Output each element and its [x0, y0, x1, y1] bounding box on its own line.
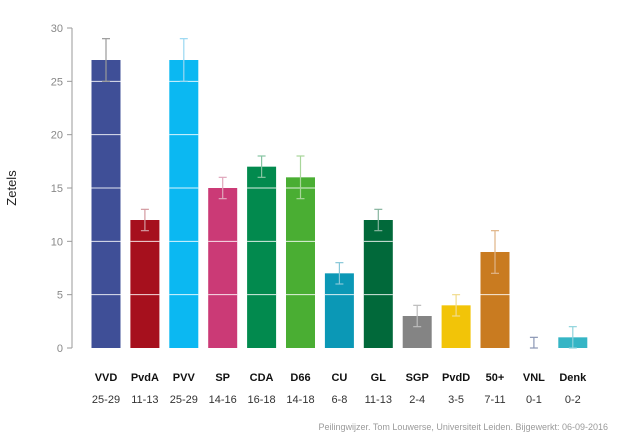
bar [169, 60, 199, 348]
bar-group-pvdd [441, 294, 471, 348]
party-label: CU [331, 372, 347, 384]
y-tick-label: 0 [57, 343, 63, 355]
y-tick-label: 15 [51, 183, 63, 195]
bar [130, 220, 160, 348]
bar-group-pvda [130, 208, 160, 348]
bar-group-gl [363, 208, 393, 348]
range-label: 14-16 [209, 394, 237, 406]
bar-group-vnl [529, 336, 538, 349]
bar [91, 60, 121, 348]
bar-group-vvd [91, 38, 121, 348]
bar-group-cda [247, 155, 277, 348]
bar [247, 166, 277, 348]
range-label: 14-18 [286, 394, 314, 406]
bar [208, 188, 238, 348]
y-tick-label: 30 [51, 23, 63, 35]
party-label: CDA [250, 372, 274, 384]
range-label: 7-11 [484, 394, 505, 406]
bar [324, 273, 354, 348]
party-label: PVV [173, 372, 196, 384]
party-label: VNL [523, 372, 545, 384]
range-label: 2-4 [409, 394, 425, 406]
bar-group-sgp [402, 304, 432, 348]
party-label: PvdA [131, 372, 159, 384]
party-label: SGP [406, 372, 429, 384]
bar [363, 220, 393, 348]
range-label: 0-2 [565, 394, 581, 406]
range-label: 16-18 [248, 394, 276, 406]
range-label: 11-13 [365, 394, 392, 406]
y-tick-label: 10 [51, 236, 63, 248]
range-label: 11-13 [131, 394, 158, 406]
range-label: 25-29 [170, 394, 198, 406]
bar-group-cu [324, 262, 354, 348]
range-label: 6-8 [331, 394, 347, 406]
y-axis-label: Zetels [4, 170, 19, 206]
party-label: D66 [290, 372, 310, 384]
y-tick-label: 5 [57, 290, 63, 302]
party-label: SP [215, 372, 230, 384]
bar [286, 177, 315, 348]
bar-group-d66 [286, 155, 315, 348]
y-tick-label: 20 [51, 130, 63, 142]
x-axis-labels: VVD 25-29 PvdA 11-13 PVV 25-29 SP 14-16 CDA 16-18… [92, 372, 587, 406]
range-label: 0-1 [526, 394, 542, 406]
party-label: Denk [559, 372, 587, 384]
bar-group-pvv [169, 38, 199, 348]
party-label: 50+ [486, 372, 505, 384]
party-label: VVD [95, 372, 118, 384]
y-tick-label: 25 [51, 76, 63, 88]
credit-text: Peilingwijzer. Tom Louwerse, Universitei… [319, 422, 608, 432]
bar-group-sp [208, 176, 238, 348]
bar-group-denk [558, 326, 588, 349]
range-label: 25-29 [92, 394, 120, 406]
range-label: 3-5 [448, 394, 464, 406]
bars [91, 38, 588, 349]
party-label: GL [371, 372, 387, 384]
y-axis: 0 5 10 15 20 25 30 [51, 23, 73, 355]
party-label: PvdD [442, 372, 470, 384]
bar-group-50 [480, 230, 510, 348]
